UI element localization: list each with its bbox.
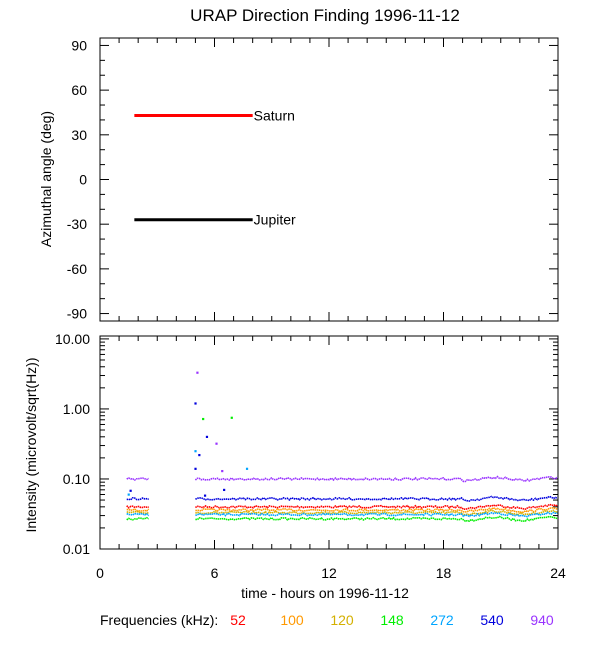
x-tick-label: 12 — [321, 565, 337, 581]
intensity-panel: 10.00 1.00 0.10 0.01 0 6 12 18 24 Intensity (mi… — [23, 331, 566, 601]
y-tick-label: 0.01 — [63, 541, 90, 557]
x-tick-label: 18 — [436, 565, 452, 581]
x-tick-label: 0 — [96, 565, 104, 581]
y-tick-label: -60 — [67, 261, 87, 277]
direction-y-axis-label: Azimuthal angle (deg) — [38, 111, 54, 247]
intensity-y-axis: 10.00 1.00 0.10 0.01 — [55, 331, 558, 557]
series-52-trace — [126, 505, 149, 509]
series-940-trace — [126, 477, 150, 481]
series-540-trace — [126, 496, 149, 501]
series-52-trace — [194, 503, 558, 511]
series-100-khz — [126, 506, 558, 514]
burst-point — [196, 371, 199, 374]
y-tick-label: 30 — [71, 127, 87, 143]
jupiter-label: Jupiter — [254, 212, 296, 228]
direction-y-axis: 90 60 30 0 -30 -60 -90 — [67, 37, 558, 322]
burst-point — [129, 489, 132, 492]
y-tick-label: -90 — [67, 306, 87, 322]
intensity-series — [126, 371, 558, 523]
x-tick-label: 24 — [550, 565, 566, 581]
burst-point — [230, 416, 233, 419]
legend-label: Frequencies (kHz): — [100, 612, 218, 628]
y-tick-label: 0 — [79, 172, 87, 188]
burst-point — [194, 450, 197, 453]
burst-point — [245, 467, 249, 470]
burst-point — [223, 488, 226, 492]
x-tick-label: 6 — [211, 565, 219, 581]
series-100-trace — [126, 508, 150, 512]
direction-x-ticks — [99, 38, 559, 321]
y-tick-label: 90 — [71, 37, 87, 53]
frequency-legend: Frequencies (kHz): 52 100 120 148 272 540 940 — [100, 612, 554, 628]
series-120-trace — [126, 510, 149, 515]
y-tick-label: 10.00 — [55, 331, 90, 347]
y-tick-label: -30 — [67, 216, 87, 232]
burst-point — [198, 453, 201, 457]
burst-point — [194, 402, 197, 405]
intensity-x-axis-label: time - hours on 1996-11-12 — [241, 585, 409, 601]
burst-point — [215, 442, 218, 445]
saturn-label: Saturn — [254, 107, 295, 123]
series-148-trace — [195, 515, 558, 523]
burst-point — [205, 435, 209, 439]
series-540-khz — [126, 495, 558, 502]
burst-point — [194, 467, 197, 470]
burst-point — [221, 469, 224, 473]
series-272-khz — [126, 511, 558, 518]
legend-item-100: 100 — [280, 612, 304, 628]
burst-point — [127, 493, 130, 496]
direction-plot-frame — [99, 37, 559, 322]
series-540-trace — [195, 495, 558, 502]
series-52-khz — [126, 503, 558, 511]
burst-point — [203, 494, 207, 497]
legend-item-52: 52 — [230, 612, 246, 628]
series-100-trace — [195, 506, 558, 514]
series-120-khz — [126, 509, 558, 516]
chart-title: URAP Direction Finding 1996-11-12 — [190, 6, 460, 25]
legend-item-120: 120 — [330, 612, 354, 628]
direction-series: Saturn Jupiter — [134, 107, 296, 228]
y-tick-label: 0.10 — [63, 471, 90, 487]
direction-panel: 90 60 30 0 -30 -60 -90 Saturn Jupiter Azimuthal… — [38, 37, 559, 322]
series-148-khz — [126, 515, 558, 523]
series-940-khz — [126, 475, 558, 483]
y-tick-label: 60 — [71, 82, 87, 98]
burst-point — [202, 417, 205, 421]
intensity-x-axis: 0 6 12 18 24 — [96, 336, 566, 581]
legend-item-148: 148 — [380, 612, 404, 628]
legend-item-272: 272 — [430, 612, 454, 628]
y-tick-label: 1.00 — [63, 401, 90, 417]
series-940-trace — [194, 475, 558, 483]
series-272-trace — [195, 511, 558, 518]
legend-item-940: 940 — [530, 612, 554, 628]
series-272-trace — [126, 512, 150, 517]
series-148-trace — [126, 516, 150, 521]
legend-item-540: 540 — [480, 612, 504, 628]
intensity-y-axis-label: Intensity (microvolt/sqrt(Hz)) — [23, 357, 39, 532]
series-120-trace — [195, 509, 558, 516]
